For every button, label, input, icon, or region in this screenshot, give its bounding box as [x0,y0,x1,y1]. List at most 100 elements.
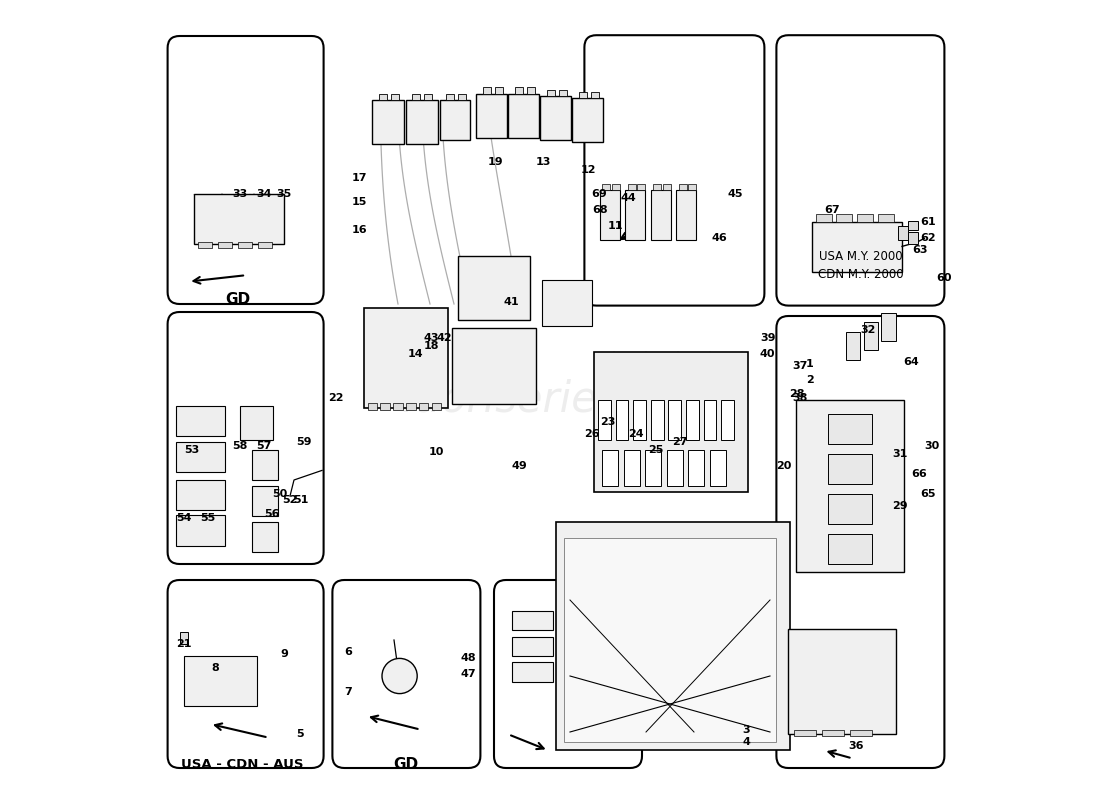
Bar [616,400,628,440]
Bar [180,632,188,644]
Bar [689,450,704,486]
Text: 1: 1 [806,359,814,369]
Text: 36: 36 [848,741,864,750]
Bar [381,403,390,410]
Bar [669,400,681,440]
Text: 38: 38 [792,394,807,403]
Text: 30: 30 [925,442,940,451]
Text: 40: 40 [760,349,775,358]
Text: 63: 63 [912,245,927,254]
FancyBboxPatch shape [167,312,323,564]
Bar [218,242,232,248]
Bar [419,403,428,410]
Bar [815,214,832,222]
FancyBboxPatch shape [332,580,481,768]
Bar [600,190,619,240]
Text: 20: 20 [776,461,791,470]
Bar [547,90,554,96]
Text: 13: 13 [536,157,551,166]
Bar [828,494,872,524]
Bar [579,92,586,98]
Bar [686,400,698,440]
Text: 64: 64 [904,357,920,366]
Bar [527,87,535,94]
Text: fuoriserie.com: fuoriserie.com [400,379,700,421]
Bar [176,480,226,510]
Text: 46: 46 [712,234,727,243]
Bar [651,190,671,240]
Bar [704,400,716,440]
Text: 69: 69 [592,189,607,198]
Text: 43: 43 [424,333,439,342]
Text: 21: 21 [176,639,191,649]
Text: 24: 24 [628,429,645,438]
Text: 29: 29 [892,501,909,510]
Text: 35: 35 [277,189,292,198]
FancyBboxPatch shape [167,36,323,304]
Bar [238,242,252,248]
Bar [406,100,438,144]
Bar [542,280,592,326]
Text: 68: 68 [592,205,607,214]
Text: 42: 42 [437,333,452,342]
Bar [909,221,918,230]
Bar [198,242,212,248]
Text: 18: 18 [424,341,439,350]
Text: 53: 53 [184,445,199,454]
Bar [458,94,466,100]
Text: 9: 9 [280,650,288,659]
Bar [176,442,226,472]
Bar [252,486,278,516]
Bar [367,403,377,410]
Text: 34: 34 [256,189,272,198]
Bar [412,94,420,100]
Bar [515,87,522,94]
Bar [710,450,726,486]
Text: 26: 26 [584,429,600,438]
Bar [628,184,636,190]
Text: 58: 58 [232,442,248,451]
Bar [663,184,671,190]
Text: 49: 49 [512,461,528,470]
Bar [676,190,696,240]
Text: 44: 44 [620,194,636,203]
Text: 3: 3 [742,725,750,734]
Bar [625,190,646,240]
Bar [406,403,416,410]
Bar [483,87,491,94]
Circle shape [382,658,417,694]
Bar [602,184,610,190]
Bar [512,662,553,682]
Bar [909,232,918,244]
Bar [512,611,553,630]
Bar [452,328,537,404]
Bar [252,522,278,552]
Text: 12: 12 [581,165,596,174]
Text: 45: 45 [728,189,744,198]
Bar [836,214,852,222]
Bar [594,352,748,492]
Bar [446,94,454,100]
Bar [878,214,894,222]
Text: 2: 2 [806,375,814,385]
Text: 6: 6 [344,647,352,657]
Bar [822,730,845,736]
Text: 11: 11 [608,221,624,230]
Bar [176,515,226,546]
Bar [458,256,530,320]
Bar [813,222,902,272]
Bar [252,450,278,480]
Bar [572,98,603,142]
Text: 60: 60 [936,274,952,283]
Text: 62: 62 [920,234,935,243]
Text: 14: 14 [408,349,424,358]
FancyBboxPatch shape [584,35,764,306]
Bar [646,450,661,486]
Text: 19: 19 [487,157,504,166]
FancyBboxPatch shape [777,35,945,306]
Text: 17: 17 [352,173,367,182]
Bar [540,96,571,140]
Bar [689,184,696,190]
Text: 51: 51 [293,495,308,505]
Text: 41: 41 [504,298,519,307]
